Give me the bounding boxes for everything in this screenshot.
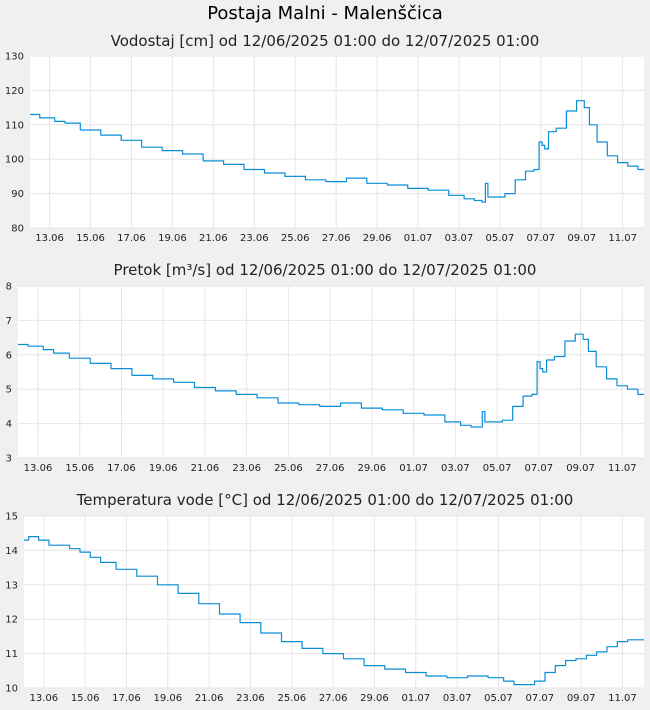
x-tick-label: 21.06: [195, 693, 224, 704]
x-tick-label: 21.06: [199, 233, 228, 244]
x-tick-label: 07.07: [526, 233, 555, 244]
y-tick-label: 100: [5, 155, 24, 166]
x-tick-label: 29.06: [358, 463, 387, 474]
x-tick-label: 23.06: [232, 463, 261, 474]
y-tick-label: 80: [11, 224, 24, 235]
y-tick-label: 4: [6, 419, 12, 430]
x-tick-label: 01.07: [401, 693, 430, 704]
y-tick-label: 14: [5, 546, 18, 557]
x-tick-label: 03.07: [441, 463, 470, 474]
chart-title-2: Temperatura vode [°C] od 12/06/2025 01:0…: [76, 491, 574, 509]
x-tick-label: 01.07: [399, 463, 428, 474]
x-tick-label: 27.06: [316, 463, 345, 474]
y-tick-label: 10: [5, 684, 18, 695]
chart-title-1: Pretok [m³/s] od 12/06/2025 01:00 do 12/…: [114, 261, 537, 279]
plot-area-2: [24, 516, 644, 688]
y-tick-label: 11: [5, 649, 18, 660]
x-tick-label: 25.06: [274, 463, 303, 474]
x-tick-label: 19.06: [153, 693, 182, 704]
chart-title-0: Vodostaj [cm] od 12/06/2025 01:00 do 12/…: [111, 32, 540, 50]
x-tick-label: 09.07: [567, 233, 596, 244]
x-tick-label: 07.07: [524, 463, 553, 474]
x-tick-label: 17.06: [107, 463, 136, 474]
x-tick-label: 03.07: [445, 233, 474, 244]
x-tick-label: 11.07: [608, 693, 637, 704]
x-tick-label: 03.07: [443, 693, 472, 704]
series-line-2-0: [24, 536, 645, 686]
y-tick-label: 13: [5, 580, 18, 591]
y-tick-label: 120: [5, 86, 24, 97]
x-tick-label: 11.07: [608, 463, 637, 474]
x-tick-label: 25.06: [277, 693, 306, 704]
x-tick-label: 09.07: [566, 463, 595, 474]
x-tick-label: 29.06: [363, 233, 392, 244]
x-tick-label: 15.06: [65, 463, 94, 474]
y-tick-label: 12: [5, 615, 18, 626]
x-tick-label: 07.07: [525, 693, 554, 704]
y-tick-label: 90: [11, 189, 24, 200]
y-tick-label: 6: [6, 350, 12, 361]
x-tick-label: 13.06: [29, 693, 58, 704]
x-tick-label: 17.06: [117, 233, 146, 244]
y-tick-label: 7: [6, 316, 12, 327]
series-line-1-0: [18, 333, 645, 428]
x-tick-label: 21.06: [191, 463, 220, 474]
x-tick-label: 27.06: [322, 233, 351, 244]
x-tick-label: 23.06: [240, 233, 269, 244]
y-tick-label: 8: [6, 282, 12, 293]
x-tick-label: 19.06: [158, 233, 187, 244]
plot-area-1: [18, 286, 644, 458]
x-tick-label: 05.07: [483, 463, 512, 474]
series-line-0-0: [30, 100, 645, 203]
y-tick-label: 110: [5, 120, 24, 131]
x-tick-label: 19.06: [149, 463, 178, 474]
x-tick-label: 29.06: [360, 693, 389, 704]
y-tick-label: 5: [6, 385, 12, 396]
x-tick-label: 17.06: [112, 693, 141, 704]
y-tick-label: 130: [5, 52, 24, 63]
x-tick-label: 15.06: [76, 233, 105, 244]
y-tick-label: 3: [6, 454, 12, 465]
x-tick-label: 05.07: [486, 233, 515, 244]
x-tick-label: 23.06: [236, 693, 265, 704]
x-tick-label: 09.07: [567, 693, 596, 704]
x-tick-label: 11.07: [608, 233, 637, 244]
x-tick-label: 13.06: [24, 463, 53, 474]
y-tick-label: 15: [5, 512, 18, 523]
x-tick-label: 01.07: [404, 233, 433, 244]
x-tick-label: 05.07: [484, 693, 513, 704]
plot-area-0: [30, 56, 644, 228]
x-tick-label: 13.06: [35, 233, 64, 244]
page-title: Postaja Malni - Malenščica: [207, 3, 443, 24]
x-tick-label: 27.06: [319, 693, 348, 704]
x-tick-label: 15.06: [71, 693, 100, 704]
x-tick-label: 25.06: [281, 233, 310, 244]
